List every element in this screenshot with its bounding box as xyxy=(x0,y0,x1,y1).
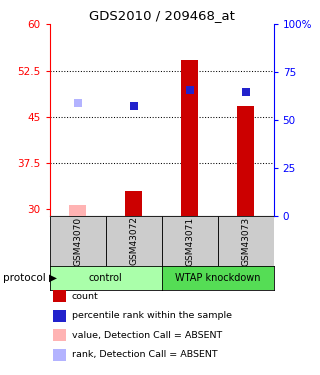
Point xyxy=(243,89,248,95)
Point xyxy=(131,104,136,110)
Text: GSM43072: GSM43072 xyxy=(129,216,138,266)
Bar xyxy=(106,216,162,266)
Text: GSM43073: GSM43073 xyxy=(241,216,250,266)
Text: rank, Detection Call = ABSENT: rank, Detection Call = ABSENT xyxy=(72,350,218,359)
Text: control: control xyxy=(89,273,123,283)
Text: WTAP knockdown: WTAP knockdown xyxy=(175,273,260,283)
Bar xyxy=(162,216,218,266)
Bar xyxy=(69,206,86,216)
Text: count: count xyxy=(72,292,99,301)
Text: percentile rank within the sample: percentile rank within the sample xyxy=(72,311,232,320)
Point xyxy=(187,87,192,93)
Title: GDS2010 / 209468_at: GDS2010 / 209468_at xyxy=(89,9,235,22)
Bar xyxy=(181,60,198,216)
Bar xyxy=(50,216,106,266)
Bar xyxy=(237,106,254,216)
Text: GSM43071: GSM43071 xyxy=(185,216,194,266)
Point xyxy=(75,100,80,106)
Text: GSM43070: GSM43070 xyxy=(73,216,82,266)
Text: value, Detection Call = ABSENT: value, Detection Call = ABSENT xyxy=(72,331,222,340)
Text: protocol ▶: protocol ▶ xyxy=(3,273,57,283)
Bar xyxy=(125,191,142,216)
Bar xyxy=(218,216,274,266)
